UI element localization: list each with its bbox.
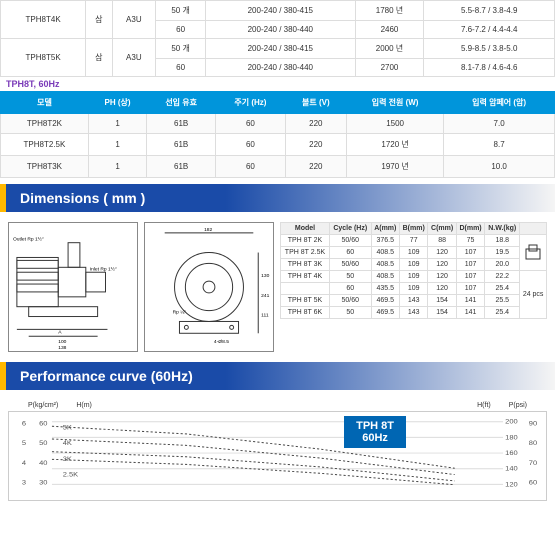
svg-text:200: 200 <box>505 418 518 426</box>
svg-text:140: 140 <box>505 465 518 473</box>
performance-chart: TPH 8T 60Hz 6 5 4 3 60 50 40 30 200 180 160 140 120 9… <box>8 411 547 501</box>
pump-side-diagram: Outlet Rp 1½″ Inlet Rp 1½″ A 100 138 <box>8 222 138 352</box>
axis-yl1: P(kg/cm²) <box>28 402 58 409</box>
pump-top-diagram: 182 130 241 111 Rp ¼″ 4-Ø8.5 <box>144 222 274 352</box>
axis-yr1: H(ft) <box>477 402 491 409</box>
svg-text:180: 180 <box>505 434 518 442</box>
dimensions-title: Dimensions ( mm ) <box>0 184 555 212</box>
svg-text:60: 60 <box>529 479 537 487</box>
svg-text:30: 30 <box>39 479 47 487</box>
model-cell: TPH8T4K <box>1 1 86 39</box>
svg-text:4-Ø8.5: 4-Ø8.5 <box>214 339 229 345</box>
spec-row: TPH8T2K161B6022015007.0 <box>1 114 555 134</box>
svg-text:120: 120 <box>505 481 518 489</box>
svg-text:138: 138 <box>58 345 66 351</box>
performance-section: P(kg/cm²) H(m) H(ft) P(psi) TPH 8T 60Hz … <box>0 396 555 505</box>
section-label: TPH8T, 60Hz <box>0 77 555 91</box>
svg-text:A: A <box>58 329 62 335</box>
dim-row: TPH 8T 4K50408.510912010722.224 pcs <box>281 271 547 283</box>
svg-text:4: 4 <box>22 459 26 467</box>
svg-text:5K: 5K <box>63 424 72 432</box>
model-cell: TPH8T5K <box>1 39 86 77</box>
svg-text:40: 40 <box>39 459 47 467</box>
outlet-label: Outlet Rp 1½″ <box>13 236 44 243</box>
dimensions-section: Outlet Rp 1½″ Inlet Rp 1½″ A 100 138 182… <box>0 218 555 356</box>
svg-text:160: 160 <box>505 449 518 457</box>
svg-text:111: 111 <box>261 313 269 319</box>
spec-row: TPH8T3K161B602201970 년10.0 <box>1 156 555 178</box>
svg-text:50: 50 <box>39 440 47 448</box>
svg-text:6: 6 <box>22 420 26 428</box>
dim-row: TPH 8T 5K50/60469.514315414125.5 <box>281 295 547 307</box>
spec-row: TPH8T2.5K161B602201720 년8.7 <box>1 134 555 156</box>
dim-row: TPH 8T 6K50469.514315414125.4 <box>281 307 547 319</box>
axis-yl2: H(m) <box>76 402 92 409</box>
dimension-table: ModelCycle (Hz)A(mm)B(mm)C(mm)D(mm)N.W.(… <box>280 222 547 319</box>
svg-text:241: 241 <box>261 293 269 299</box>
svg-text:90: 90 <box>529 420 537 428</box>
dim-row: TPH 8T 3K50/60408.510912010720.0 <box>281 259 547 271</box>
svg-text:5: 5 <box>22 440 26 448</box>
svg-text:3: 3 <box>22 479 26 487</box>
svg-text:182: 182 <box>204 227 212 233</box>
spec-table: 모델PH (상)선입 유효주기 (Hz)볼트 (V)입력 전원 (W)입력 암페… <box>0 91 555 178</box>
dim-row: TPH 8T 2.5K60408.510912010719.5 <box>281 247 547 259</box>
svg-text:Rp ¼″: Rp ¼″ <box>173 310 187 316</box>
performance-title: Performance curve (60Hz) <box>0 362 555 390</box>
inlet-label: Inlet Rp 1½″ <box>90 265 117 272</box>
svg-text:60: 60 <box>39 420 47 428</box>
top-spec-table: TPH8T4K삼A3U50 개200-240 / 380-4151780 년5.… <box>0 0 555 77</box>
svg-text:3K: 3K <box>63 455 72 463</box>
svg-text:80: 80 <box>529 440 537 448</box>
dim-row: 60435.510912010725.4 <box>281 283 547 295</box>
chart-badge: TPH 8T 60Hz <box>344 416 406 448</box>
svg-text:100: 100 <box>58 339 66 345</box>
package-icon <box>520 235 547 271</box>
svg-text:70: 70 <box>529 459 537 467</box>
svg-text:4K: 4K <box>63 440 72 448</box>
dim-row: TPH 8T 2K50/60376.577887518.8 <box>281 235 547 247</box>
svg-text:2.5K: 2.5K <box>63 471 79 479</box>
axis-yr2: P(psi) <box>509 402 527 409</box>
svg-text:130: 130 <box>261 273 269 279</box>
